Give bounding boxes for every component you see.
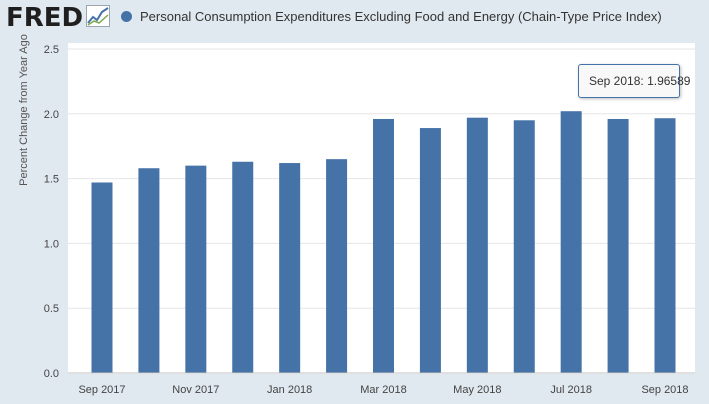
y-tick-label: 2.0 [44,109,59,121]
bar [513,120,535,373]
bar [654,118,676,373]
bar [185,165,207,373]
y-axis-title: Percent Change from Year Ago [18,34,30,186]
bar [560,111,582,373]
bar [466,117,488,373]
y-tick-label: 0.0 [44,368,59,380]
bar [419,128,441,373]
y-tick-label: 1.0 [44,238,59,250]
series-title[interactable]: Personal Consumption Expenditures Exclud… [140,9,662,24]
tooltip-value: 1.96589 [647,74,691,88]
x-tick-label: Sep 2017 [78,384,125,396]
bar [373,118,394,373]
bar [279,163,301,373]
bar [326,159,348,373]
legend-marker [121,11,132,22]
tooltip-date: Sep 2018 [589,74,641,88]
x-tick-label: Jan 2018 [267,384,312,396]
y-tick-label: 0.5 [44,303,59,315]
x-tick-label: Sep 2018 [641,384,688,396]
fred-logo[interactable]: FRED [6,3,84,33]
bar [607,118,629,373]
x-tick-label: Jul 2018 [550,384,592,396]
y-tick-label: 2.5 [44,44,59,56]
y-tick-label: 1.5 [44,174,59,186]
x-tick-label: May 2018 [453,384,501,396]
x-tick-label: Nov 2017 [172,384,219,396]
tooltip: Sep 2018: 1.96589 [578,64,690,98]
bar [91,182,113,373]
bar [138,168,160,373]
header: FRED Personal Consumption Expenditures E… [0,0,709,36]
tooltip-separator: : [640,74,648,88]
x-tick-label: Mar 2018 [360,384,406,396]
bar [232,161,254,373]
trend-line-icon [86,5,110,27]
